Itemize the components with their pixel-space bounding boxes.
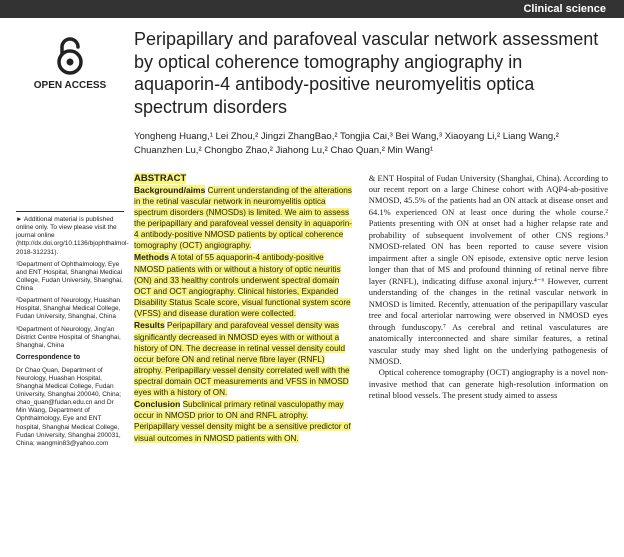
abs-methods-text: A total of 55 aquaporin-4 antibody-posit… bbox=[134, 253, 351, 318]
page-content: OPEN ACCESS ► Additional material is pub… bbox=[0, 18, 624, 452]
open-access-label: OPEN ACCESS bbox=[16, 80, 124, 91]
affiliation-3: ³Department of Neurology, Jing'an Distri… bbox=[16, 326, 124, 350]
suppl-note: ► Additional material is published onlin… bbox=[16, 216, 124, 257]
intro-p2: Optical coherence tomography (OCT) angio… bbox=[369, 367, 608, 401]
body-columns: ABSTRACT Background/aims Current underst… bbox=[134, 173, 608, 445]
section-header: Clinical science bbox=[0, 0, 624, 18]
article-title: Peripapillary and parafoveal vascular ne… bbox=[134, 28, 608, 118]
affiliation-1: ¹Department of Ophthalmology, Eye and EN… bbox=[16, 261, 124, 294]
abs-bg-text: Current understanding of the alterations… bbox=[134, 186, 352, 251]
abstract-column: ABSTRACT Background/aims Current underst… bbox=[134, 173, 355, 445]
correspondence-text: Dr Chao Quan, Department of Neurology, H… bbox=[16, 367, 124, 448]
supplementary-info: ► Additional material is published onlin… bbox=[16, 211, 124, 448]
intro-p1: & ENT Hospital of Fudan University (Shan… bbox=[369, 173, 608, 368]
left-sidebar: OPEN ACCESS ► Additional material is pub… bbox=[16, 28, 134, 452]
abs-bg-label: Background/aims bbox=[134, 185, 205, 195]
abstract-heading: ABSTRACT bbox=[134, 173, 186, 184]
main-column: Peripapillary and parafoveal vascular ne… bbox=[134, 28, 608, 452]
open-access-badge: OPEN ACCESS bbox=[16, 36, 124, 91]
affiliation-2: ²Department of Neurology, Huashan Hospit… bbox=[16, 297, 124, 321]
author-list: Yongheng Huang,¹ Lei Zhou,² Jingzi Zhang… bbox=[134, 130, 608, 159]
intro-column: & ENT Hospital of Fudan University (Shan… bbox=[369, 173, 608, 445]
abs-methods-label: Methods bbox=[134, 252, 169, 262]
abs-concl-label: Conclusion bbox=[134, 399, 180, 409]
abs-results-label: Results bbox=[134, 320, 165, 330]
correspondence-title: Correspondence to bbox=[16, 354, 124, 363]
abs-results-text: Peripapillary and parafoveal vessel dens… bbox=[134, 321, 350, 397]
open-access-icon bbox=[54, 36, 86, 78]
section-label: Clinical science bbox=[523, 3, 606, 15]
